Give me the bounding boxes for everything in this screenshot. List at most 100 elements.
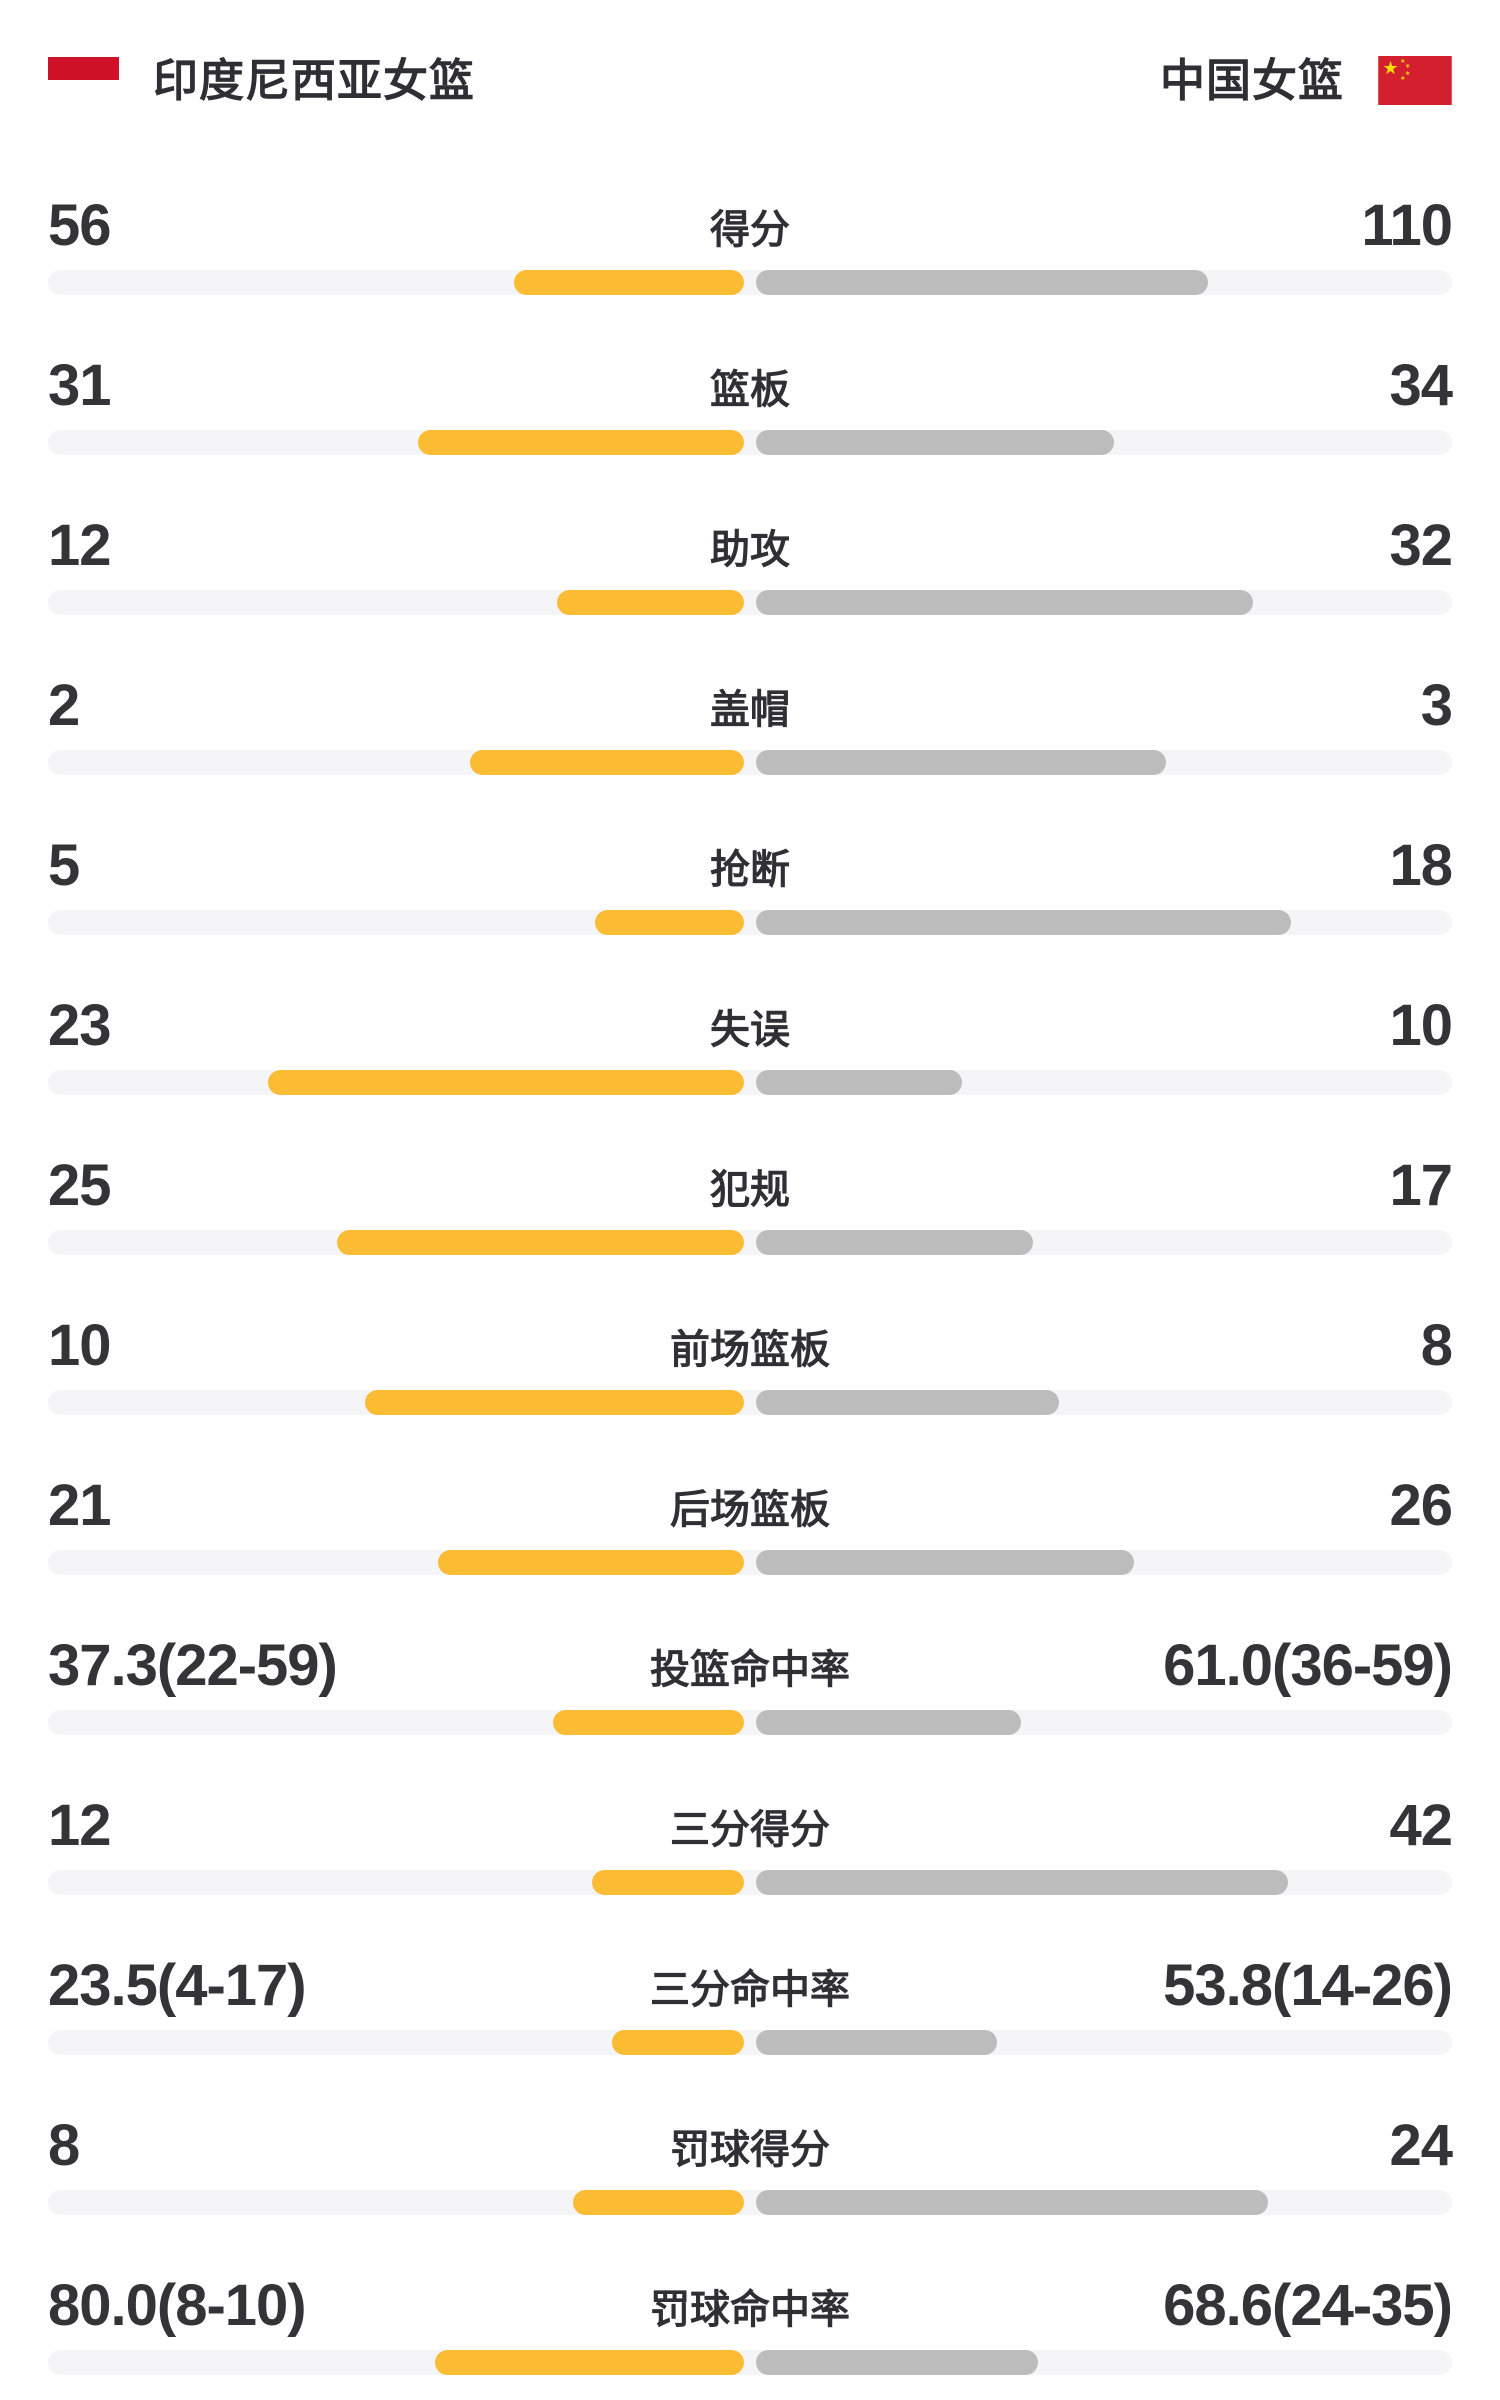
left-team-value: 23 <box>48 993 112 1058</box>
right-team-value: 61.0(36-59) <box>1163 1633 1453 1698</box>
stat-row: 80.0(8-10) 罚球命中率 68.6(24-35) <box>48 2250 1453 2400</box>
stat-row: 37.3(22-59) 投篮命中率 61.0(36-59) <box>48 1610 1453 1770</box>
right-team-value: 18 <box>1389 833 1453 898</box>
stat-label: 得分 <box>710 208 790 252</box>
left-team-value: 23.5(4-17) <box>48 1953 307 2018</box>
stat-row: 10 前场篮板 8 <box>48 1290 1453 1450</box>
bar-track <box>48 2350 1452 2375</box>
left-team-bar <box>513 270 744 295</box>
right-team-bar <box>756 1390 1060 1415</box>
stat-values-line: 25 犯规 17 <box>48 1153 1453 1218</box>
left-team-bar <box>612 2030 744 2055</box>
bar-track <box>48 590 1452 615</box>
stat-row: 5 抢断 18 <box>48 810 1453 970</box>
team-right: 中国女篮 <box>1159 54 1452 106</box>
stat-label: 犯规 <box>710 1168 790 1212</box>
stat-values-line: 56 得分 110 <box>48 193 1453 258</box>
left-team-bar <box>437 1550 744 1575</box>
left-team-value: 8 <box>48 2113 80 2178</box>
china-flag-icon <box>1378 55 1452 105</box>
left-team-value: 5 <box>48 833 80 898</box>
right-team-value: 110 <box>1361 193 1453 258</box>
stat-row: 12 三分得分 42 <box>48 1770 1453 1930</box>
stat-label: 三分得分 <box>670 1808 830 1852</box>
left-team-value: 10 <box>48 1313 112 1378</box>
stat-label: 盖帽 <box>710 688 790 732</box>
header: 印度尼西亚女篮 中国女篮 <box>48 53 1452 107</box>
right-team-bar <box>756 2030 998 2055</box>
stat-row: 31 篮板 34 <box>48 330 1453 490</box>
left-team-bar <box>557 590 744 615</box>
bar-track <box>48 1070 1452 1095</box>
right-team-bar <box>756 910 1291 935</box>
stat-label: 罚球得分 <box>670 2128 830 2172</box>
right-team-value: 34 <box>1389 353 1453 418</box>
stat-values-line: 80.0(8-10) 罚球命中率 68.6(24-35) <box>48 2273 1453 2338</box>
stat-row: 56 得分 110 <box>48 170 1453 330</box>
bar-track <box>48 2190 1452 2215</box>
right-team-bar <box>756 1230 1033 1255</box>
left-team-value: 80.0(8-10) <box>48 2273 307 2338</box>
left-team-value: 37.3(22-59) <box>48 1633 338 1698</box>
left-team-value: 12 <box>48 1793 112 1858</box>
right-team-bar <box>756 750 1166 775</box>
left-team-value: 12 <box>48 513 112 578</box>
right-team-value: 26 <box>1389 1473 1453 1538</box>
stat-values-line: 31 篮板 34 <box>48 353 1453 418</box>
bar-track <box>48 1710 1452 1735</box>
bar-track <box>48 1230 1452 1255</box>
stat-values-line: 37.3(22-59) 投篮命中率 61.0(36-59) <box>48 1633 1453 1698</box>
stat-label: 三分命中率 <box>650 1968 850 2012</box>
stat-values-line: 12 三分得分 42 <box>48 1793 1453 1858</box>
bar-track <box>48 430 1452 455</box>
stat-label: 助攻 <box>710 528 790 572</box>
bar-track <box>48 270 1452 295</box>
left-team-bar <box>418 430 744 455</box>
stat-values-line: 2 盖帽 3 <box>48 673 1453 738</box>
team-name-left: 印度尼西亚女篮 <box>153 54 476 106</box>
bar-track <box>48 1390 1452 1415</box>
stat-label: 投篮命中率 <box>650 1648 850 1692</box>
left-team-value: 2 <box>48 673 80 738</box>
right-team-bar <box>756 1550 1134 1575</box>
left-team-bar <box>336 1230 744 1255</box>
right-team-value: 24 <box>1389 2113 1453 2178</box>
right-team-bar <box>756 1870 1289 1895</box>
bar-track <box>48 750 1452 775</box>
right-team-bar <box>756 430 1115 455</box>
right-team-value: 10 <box>1389 993 1453 1058</box>
right-team-value: 32 <box>1389 513 1453 578</box>
right-team-value: 8 <box>1420 1313 1453 1378</box>
stat-row: 23.5(4-17) 三分命中率 53.8(14-26) <box>48 1930 1453 2090</box>
left-team-bar <box>595 910 744 935</box>
left-team-bar <box>572 2190 744 2215</box>
indonesia-flag-icon <box>48 57 119 103</box>
stat-label: 篮板 <box>710 368 790 412</box>
stat-row: 12 助攻 32 <box>48 490 1453 650</box>
right-team-bar <box>756 1070 963 1095</box>
stat-values-line: 23 失误 10 <box>48 993 1453 1058</box>
left-team-bar <box>470 750 744 775</box>
bar-track <box>48 1870 1452 1895</box>
left-team-value: 25 <box>48 1153 112 1218</box>
left-team-bar <box>268 1070 744 1095</box>
right-team-bar <box>756 2350 1039 2375</box>
right-team-value: 3 <box>1420 673 1453 738</box>
stats-list: 56 得分 110 31 篮板 34 12 助攻 <box>48 170 1453 2400</box>
stat-values-line: 12 助攻 32 <box>48 513 1453 578</box>
stat-row: 25 犯规 17 <box>48 1130 1453 1290</box>
left-team-value: 31 <box>48 353 112 418</box>
left-team-bar <box>364 1390 744 1415</box>
left-team-bar <box>553 1710 744 1735</box>
right-team-bar <box>756 1710 1022 1735</box>
stat-values-line: 8 罚球得分 24 <box>48 2113 1453 2178</box>
stat-label: 抢断 <box>710 848 790 892</box>
team-name-right: 中国女篮 <box>1159 54 1344 106</box>
stat-values-line: 23.5(4-17) 三分命中率 53.8(14-26) <box>48 1953 1453 2018</box>
right-team-bar <box>756 590 1254 615</box>
left-team-bar <box>435 2350 744 2375</box>
stat-label: 罚球命中率 <box>650 2288 850 2332</box>
stat-row: 23 失误 10 <box>48 970 1453 1130</box>
stat-row: 8 罚球得分 24 <box>48 2090 1453 2250</box>
left-team-value: 21 <box>48 1473 112 1538</box>
